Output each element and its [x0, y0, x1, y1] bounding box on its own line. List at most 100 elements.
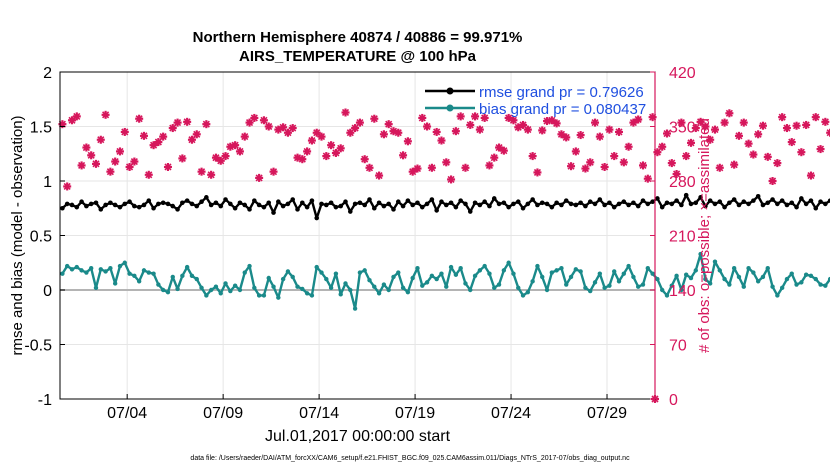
obs-point	[317, 132, 326, 141]
obs-mark-d2	[231, 141, 239, 149]
legend-bias-label: bias grand pr = 0.080437	[479, 101, 646, 118]
obs-mark-d2	[126, 163, 134, 171]
obs-point	[591, 118, 600, 127]
obs-point	[739, 118, 748, 127]
rmse-point	[371, 205, 377, 211]
rmse-point	[319, 201, 324, 207]
bias-point	[602, 285, 607, 291]
rmse-point	[775, 201, 780, 207]
bias-point	[232, 283, 238, 288]
bias-point	[98, 267, 103, 272]
rmse-point	[755, 193, 761, 199]
obs-mark-d2	[529, 152, 537, 160]
rmse-point	[314, 215, 320, 221]
obs-point	[154, 138, 163, 147]
obs-point	[63, 182, 72, 191]
obs-mark-d2	[471, 112, 479, 120]
obs-mark-d2	[394, 129, 402, 137]
obs-point	[567, 162, 576, 171]
data-file-footnote: data file: /Users/raeder/DAI/ATM_forcXX/…	[190, 455, 630, 462]
rmse-point	[352, 201, 358, 207]
bias-point	[655, 276, 660, 282]
bias-point	[367, 277, 372, 283]
bias-point	[463, 281, 468, 286]
rmse-point	[674, 198, 679, 203]
obs-mark-d2	[250, 114, 258, 122]
y-left-tick-label: 0.5	[30, 229, 52, 246]
bias-point	[775, 293, 780, 298]
bias-point	[573, 267, 579, 272]
obs-point	[101, 110, 110, 119]
rmse-point	[88, 201, 94, 207]
obs-mark-d2	[399, 151, 407, 159]
obs-point	[595, 132, 604, 141]
obs-mark-d2	[610, 152, 618, 160]
rmse-point	[645, 201, 651, 207]
legend-bias-marker	[446, 104, 454, 112]
bias-point	[405, 289, 411, 295]
obs-mark-d2	[145, 171, 153, 179]
obs-point	[629, 118, 638, 127]
rmse-point	[693, 200, 699, 206]
y-left-tick-label: 1.5	[30, 120, 52, 137]
obs-mark-d2	[768, 177, 777, 185]
x-axis-label: Jul.01,2017 00:00:00 start	[265, 428, 451, 445]
bias-point	[160, 287, 166, 293]
obs-point	[792, 121, 801, 130]
obs-mark-d2	[692, 124, 700, 132]
obs-mark-d2	[553, 119, 561, 127]
bias-point	[496, 282, 502, 287]
rmse-point	[419, 204, 425, 210]
bias-point	[372, 284, 377, 289]
bias-point	[79, 268, 84, 273]
rmse-point	[69, 202, 75, 208]
obs-point	[586, 158, 595, 167]
x-tick-label: 07/14	[299, 405, 339, 422]
rmse-point	[324, 202, 329, 208]
obs-point	[87, 151, 96, 160]
obs-mark-d2	[457, 112, 465, 120]
obs-point	[235, 147, 244, 156]
obs-mark-d2	[289, 124, 297, 132]
rmse-point	[803, 201, 809, 207]
bias-point	[386, 287, 391, 293]
rmse-point	[103, 202, 108, 208]
obs-point	[734, 131, 743, 140]
rmse-point	[823, 201, 828, 207]
obs-mark-d2	[821, 118, 829, 126]
obs-mark-d2	[557, 130, 565, 138]
obs-point	[341, 108, 350, 117]
rmse-point	[204, 195, 209, 200]
obs-point	[509, 116, 518, 125]
obs-point	[96, 135, 105, 144]
rmse-point	[443, 202, 449, 208]
bias-point	[247, 263, 252, 269]
bias-point	[506, 260, 511, 265]
obs-mark-d2	[255, 174, 263, 182]
bias-point	[760, 274, 766, 280]
rmse-point	[650, 199, 655, 205]
y-axis-left-label: rmse and bias (model - observation)	[9, 115, 26, 355]
obs-mark-d2	[461, 164, 470, 172]
obs-point	[360, 155, 369, 164]
bias-point	[396, 270, 401, 275]
obs-point	[744, 139, 753, 148]
bias-point	[751, 270, 756, 275]
rmse-point	[491, 196, 497, 201]
rmse-point	[395, 199, 401, 205]
obs-mark-d2	[490, 154, 498, 162]
obs-mark-d2	[97, 136, 105, 144]
obs-mark-d2	[413, 164, 422, 173]
obs-point	[139, 131, 148, 140]
rmse-point	[391, 207, 396, 212]
rmse-point	[189, 201, 195, 207]
bias-point	[319, 270, 324, 275]
rmse-point	[127, 199, 132, 205]
obs-mark-d2	[524, 126, 532, 134]
obs-point	[725, 109, 734, 118]
legend: rmse grand pr = 0.79626 bias grand pr = …	[425, 84, 646, 118]
obs-point	[159, 132, 168, 141]
obs-point	[355, 118, 364, 127]
rmse-point	[640, 198, 646, 203]
bias-point	[645, 266, 650, 271]
